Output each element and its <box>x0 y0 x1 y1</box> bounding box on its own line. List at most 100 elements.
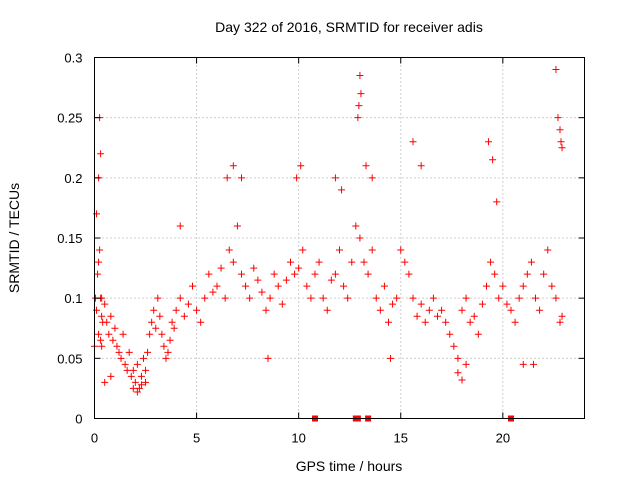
data-point <box>454 354 462 362</box>
data-point <box>556 318 564 326</box>
data-point <box>380 282 388 290</box>
data-point <box>287 258 294 266</box>
data-point <box>307 294 315 302</box>
data-point <box>485 138 493 146</box>
data-point <box>109 336 117 344</box>
data-point <box>213 282 221 290</box>
data-point <box>357 90 365 98</box>
data-point <box>115 348 123 356</box>
data-point <box>223 174 231 182</box>
data-point <box>131 378 139 386</box>
data-point <box>189 282 196 290</box>
data-point <box>338 186 346 194</box>
data-point <box>311 270 319 278</box>
data-point <box>401 258 409 266</box>
data-point <box>119 330 127 338</box>
data-point <box>221 294 229 302</box>
data-point <box>176 294 184 302</box>
data-point <box>364 270 372 278</box>
data-point <box>297 162 305 170</box>
data-point <box>158 330 166 338</box>
data-point <box>264 354 272 362</box>
data-point <box>123 366 131 374</box>
data-point <box>409 294 417 302</box>
data-point <box>470 312 478 320</box>
data-point <box>446 330 454 338</box>
data-point <box>152 324 160 332</box>
data-point <box>344 294 352 302</box>
y-axis-label: SRMTID / TECUs <box>6 183 22 293</box>
data-point <box>105 330 113 338</box>
axis-ticks <box>94 57 585 419</box>
data-point <box>340 282 348 290</box>
data-point <box>413 312 421 320</box>
data-point <box>532 294 539 302</box>
data-point <box>372 294 380 302</box>
data-point <box>409 138 417 146</box>
data-point <box>238 174 245 182</box>
y-tick-label: 0 <box>75 412 82 427</box>
data-point <box>137 381 145 389</box>
data-point <box>548 282 556 290</box>
data-point <box>397 246 405 254</box>
data-points <box>91 66 566 396</box>
y-tick-label: 0.25 <box>57 111 82 126</box>
data-point <box>201 294 209 302</box>
data-point <box>95 330 103 338</box>
data-point <box>95 258 103 266</box>
data-point <box>458 376 466 384</box>
data-point <box>176 222 184 230</box>
data-point <box>266 294 274 302</box>
x-tick-label: 20 <box>496 431 510 446</box>
data-point <box>493 198 501 206</box>
data-point <box>97 150 105 158</box>
data-point <box>529 360 537 368</box>
data-point <box>495 294 503 302</box>
data-point <box>168 318 176 326</box>
data-point <box>133 388 141 396</box>
data-point <box>205 270 213 278</box>
data-point <box>462 294 470 302</box>
data-point <box>233 222 241 230</box>
data-point <box>376 306 384 314</box>
data-point <box>162 354 170 362</box>
y-tick-label: 0.3 <box>64 51 82 66</box>
data-point <box>527 258 535 266</box>
data-point <box>438 306 446 314</box>
data-point <box>135 384 143 392</box>
data-point <box>417 300 425 308</box>
data-point <box>121 360 129 368</box>
y-tick-label: 0.2 <box>64 171 82 186</box>
data-point <box>425 306 433 314</box>
data-point <box>523 270 531 278</box>
data-point <box>142 378 150 386</box>
data-point <box>129 366 137 374</box>
data-point <box>511 318 519 326</box>
data-point <box>103 318 111 326</box>
data-point <box>129 384 137 392</box>
data-point <box>97 336 105 344</box>
data-point <box>483 282 490 290</box>
data-point <box>519 282 527 290</box>
data-point <box>142 366 150 374</box>
data-point <box>107 312 115 320</box>
data-point <box>180 312 188 320</box>
data-point <box>229 258 237 266</box>
data-point <box>323 306 331 314</box>
data-point <box>331 270 339 278</box>
data-point <box>360 258 368 266</box>
data-point <box>557 138 565 146</box>
data-point <box>254 276 262 284</box>
data-point <box>148 318 156 326</box>
data-point <box>355 102 363 110</box>
x-tick-label: 0 <box>91 431 98 446</box>
y-tick-label: 0.1 <box>64 291 82 306</box>
data-point <box>519 360 527 368</box>
data-point <box>96 246 104 254</box>
data-point <box>368 174 376 182</box>
data-point <box>146 330 154 338</box>
data-point <box>197 318 205 326</box>
data-point <box>405 270 413 278</box>
data-point <box>487 258 495 266</box>
